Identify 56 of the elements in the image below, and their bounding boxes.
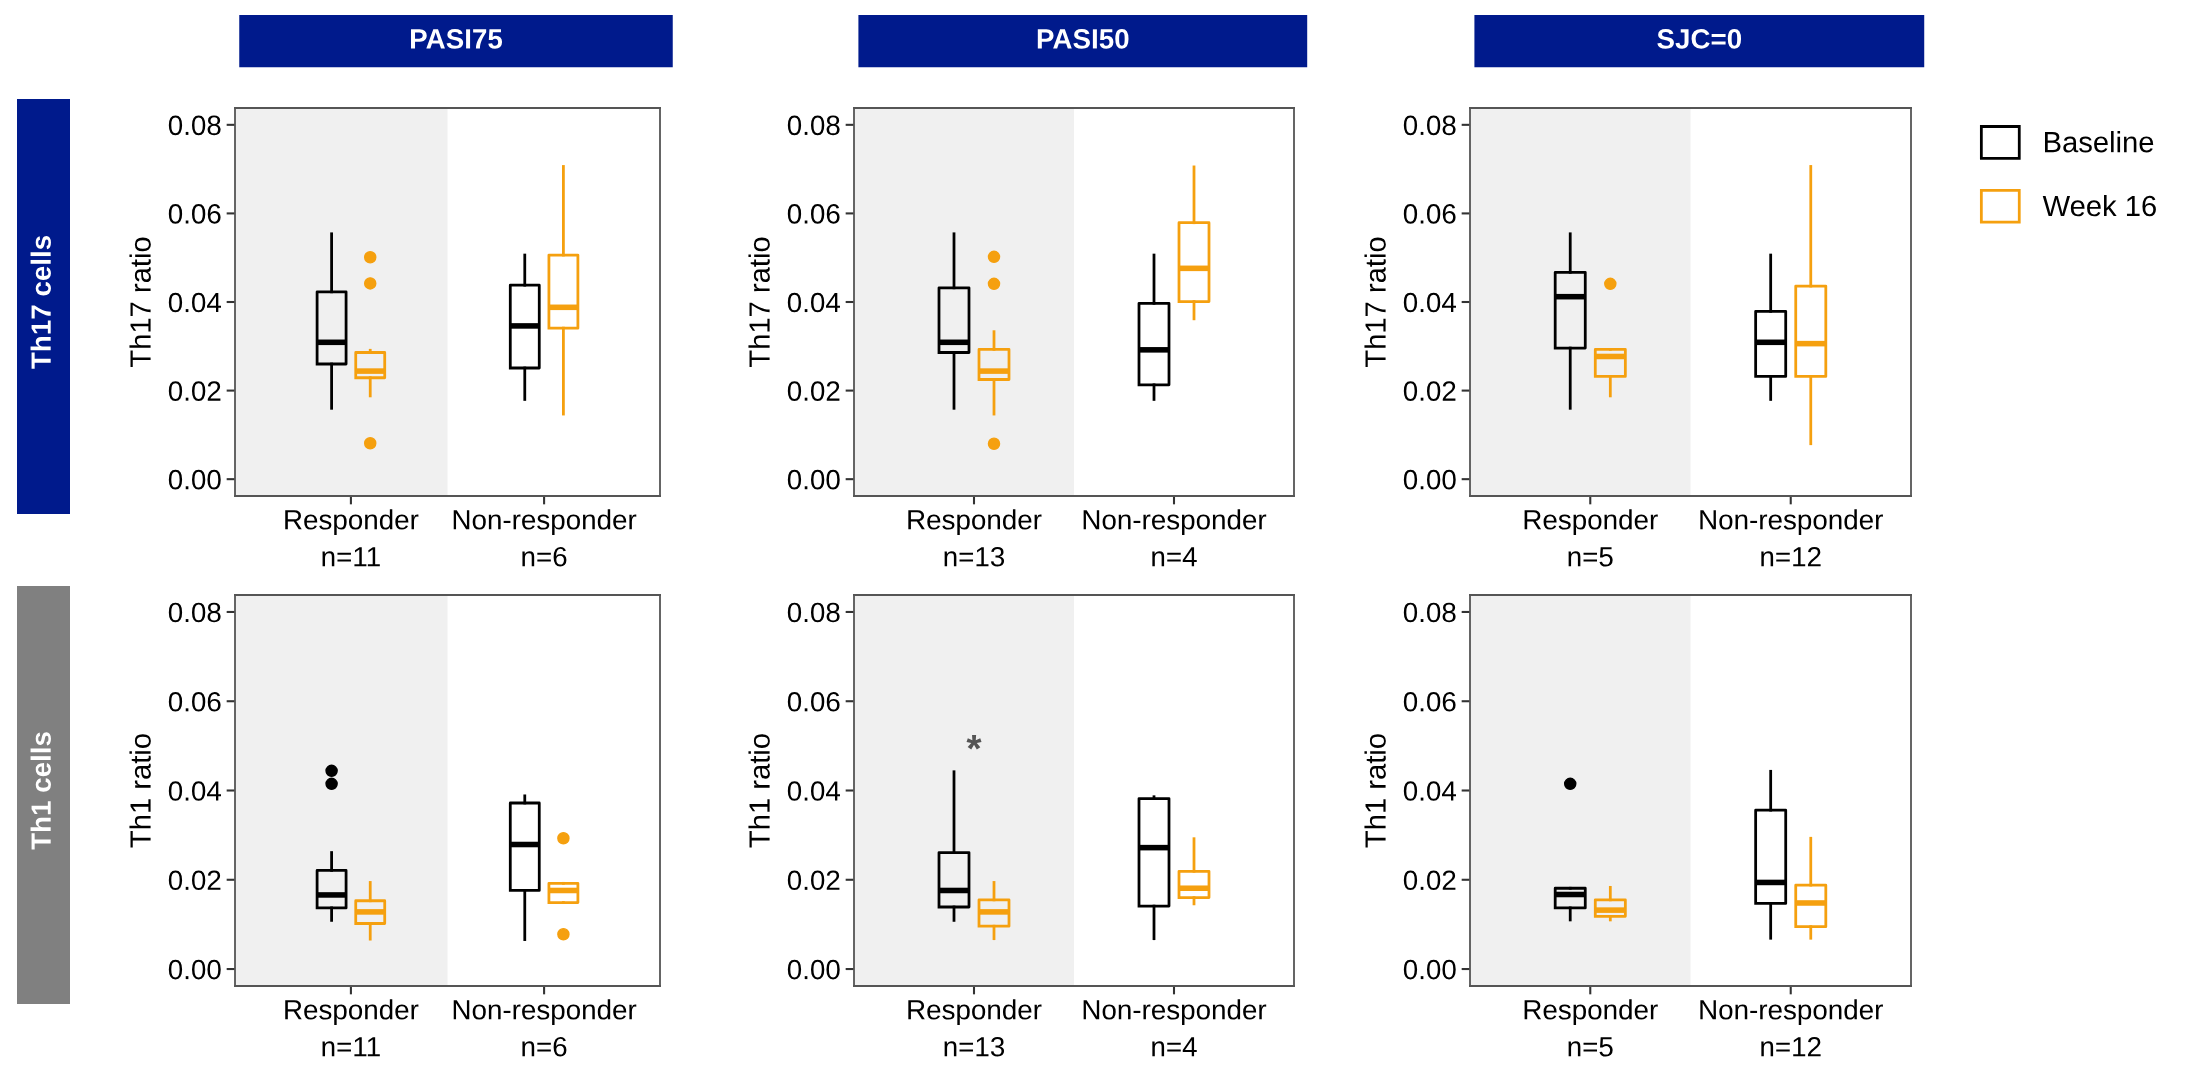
y-tick-label: 0.00 [787,469,840,490]
y-tick-label: 0.02 [1403,381,1456,401]
y-tick-label: 0.02 [168,870,221,891]
y-tick-label: 0.02 [168,381,221,401]
y-tick-label: 0.06 [1403,204,1456,224]
text: Th17 cells [30,235,51,369]
x-tick-label: Non-responder n=6 [453,509,637,567]
y-tick-label: 0.08 [1403,602,1456,623]
x-tick-label: Responder n=11 [285,509,419,567]
y-tick-label: 0.08 [787,115,840,136]
y-tick-label: 0.00 [168,959,221,980]
y-tick-label: 0.06 [787,204,840,224]
y-tick-label: 0.04 [787,781,840,801]
x-tick-label: Responder n=5 [1524,999,1658,1057]
y-tick-label: 0.04 [1403,292,1456,313]
chart-title: PASI75 [411,29,503,49]
x-tick-label: Responder n=13 [908,999,1042,1057]
legend-label: Baseline [2044,131,2154,153]
y-tick-label: 0.06 [1403,691,1456,712]
y-tick-label: 0.00 [1403,469,1456,490]
y-tick-label: 0.08 [787,602,840,623]
x-tick-label: Non-responder n=12 [1700,999,1883,1057]
x-tick-label: Responder n=13 [908,509,1042,567]
y-tick-label: 0.00 [168,469,221,490]
x-tick-label: Responder n=5 [1524,509,1658,567]
x-tick-label: Non-responder n=4 [1083,509,1267,567]
y-axis-title: Th1 ratio [129,734,151,848]
chart-title: PASI50 [1037,29,1129,49]
chart-title: SJC=0 [1657,29,1742,49]
y-tick-label: 0.00 [787,959,840,980]
y-tick-label: 0.04 [1403,781,1456,801]
y-tick-label: 0.00 [1403,959,1456,980]
y-tick-label: 0.06 [168,691,221,712]
y-tick-label: 0.08 [168,602,221,623]
y-tick-label: 0.04 [787,292,840,313]
y-tick-label: 0.08 [1403,115,1456,136]
y-tick-label: 0.02 [787,870,840,891]
y-tick-label: 0.04 [168,292,221,313]
y-axis-title: Th1 ratio [1364,734,1386,848]
x-tick-label: Non-responder n=4 [1083,999,1267,1057]
y-axis-title: Th1 ratio [748,734,770,848]
x-tick-label: Responder n=11 [285,999,419,1057]
y-axis-title: Th17 ratio [129,237,151,367]
y-tick-label: 0.06 [168,204,221,224]
y-axis-title: Th17 ratio [1364,237,1386,367]
text: Th1 cells [30,732,51,850]
y-axis-title: Th17 ratio [748,237,770,367]
annotation: * [966,734,982,750]
y-tick-label: 0.06 [787,691,840,712]
y-tick-label: 0.02 [1403,870,1456,891]
x-tick-label: Non-responder n=6 [453,999,637,1057]
y-tick-label: 0.08 [168,115,221,136]
y-tick-label: 0.04 [168,781,221,801]
x-tick-label: Non-responder n=12 [1700,509,1883,567]
legend-label: Week 16 [2042,194,2156,217]
y-tick-label: 0.02 [787,381,840,401]
